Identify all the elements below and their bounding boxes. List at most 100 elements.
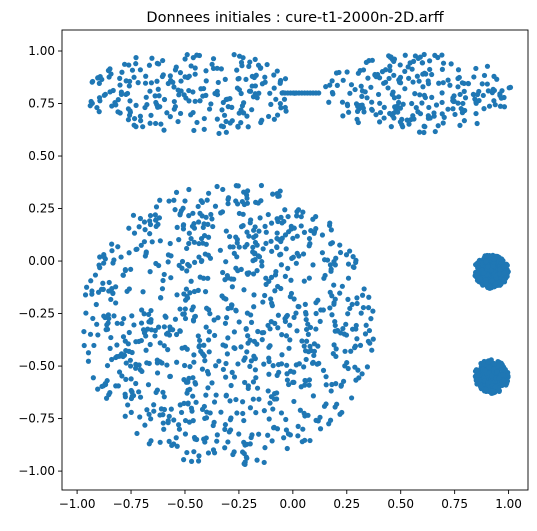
data-point-224 xyxy=(148,80,155,86)
data-point-310 xyxy=(396,94,402,100)
data-point-1151 xyxy=(114,342,120,348)
data-point-250 xyxy=(439,52,445,58)
data-point-225 xyxy=(278,105,284,111)
data-point-1308 xyxy=(249,432,255,438)
x-tick-label-4: 0.00 xyxy=(279,497,306,511)
data-point-999 xyxy=(230,244,236,250)
data-point-1162 xyxy=(192,259,198,265)
data-point-1312 xyxy=(313,417,319,423)
data-point-1949 xyxy=(477,383,484,389)
data-point-1005 xyxy=(205,337,212,343)
data-point-1331 xyxy=(196,342,203,349)
data-point-379 xyxy=(473,65,479,72)
data-point-1229 xyxy=(201,436,207,442)
data-point-1193 xyxy=(300,209,306,215)
data-point-608 xyxy=(369,347,375,353)
data-point-212 xyxy=(265,113,272,120)
data-point-411 xyxy=(484,81,490,87)
data-point-271 xyxy=(344,69,350,75)
data-point-117 xyxy=(164,110,170,116)
data-point-1011 xyxy=(133,380,139,387)
data-point-437 xyxy=(507,84,514,91)
data-point-774 xyxy=(223,228,229,234)
y-axis: 1.00 0.75 0.50 0.25 0.00 −0.25 −0.50 −0.75 −1.00 xyxy=(18,44,62,478)
data-point-251 xyxy=(365,75,371,81)
data-point-133 xyxy=(167,73,173,79)
data-point-377 xyxy=(364,95,370,101)
data-point-150 xyxy=(186,98,192,104)
data-point-1138 xyxy=(139,307,145,313)
data-point-419 xyxy=(397,105,404,111)
data-point-886 xyxy=(290,235,296,241)
data-point-1372 xyxy=(305,321,311,327)
data-point-124 xyxy=(143,73,149,79)
data-point-1205 xyxy=(300,426,306,432)
data-point-1323 xyxy=(206,349,212,355)
data-point-519 xyxy=(282,273,288,279)
data-point-164 xyxy=(178,78,184,84)
data-point-865 xyxy=(333,255,339,261)
data-point-407 xyxy=(377,100,383,106)
data-point-1371 xyxy=(126,250,132,256)
data-point-174 xyxy=(127,108,133,114)
data-point-1264 xyxy=(106,392,112,398)
data-point-284 xyxy=(494,76,500,82)
data-point-1075 xyxy=(202,289,209,295)
data-point-186 xyxy=(107,89,113,95)
data-point-474 xyxy=(263,240,269,247)
data-point-864 xyxy=(240,223,246,229)
data-point-1277 xyxy=(221,295,227,301)
data-point-1067 xyxy=(295,303,301,310)
data-point-478 xyxy=(340,325,346,332)
data-point-279 xyxy=(481,72,488,79)
data-point-111 xyxy=(218,66,224,72)
data-point-1199 xyxy=(306,275,312,281)
data-point-867 xyxy=(245,188,251,194)
data-point-1094 xyxy=(128,266,134,272)
data-point-1191 xyxy=(278,214,284,220)
data-point-157 xyxy=(216,130,222,137)
data-point-45 xyxy=(133,55,139,61)
data-point-942 xyxy=(93,301,99,308)
data-point-583 xyxy=(262,292,268,299)
data-point-1327 xyxy=(81,342,87,349)
data-point-1048 xyxy=(278,262,285,268)
data-point-1221 xyxy=(133,365,139,371)
data-point-336 xyxy=(485,88,491,94)
data-point-990 xyxy=(222,320,229,326)
data-point-1008 xyxy=(285,431,292,437)
data-point-534 xyxy=(345,311,351,317)
data-point-584 xyxy=(261,408,267,414)
data-point-838 xyxy=(181,457,187,463)
data-point-27 xyxy=(281,96,288,102)
data-point-1134 xyxy=(254,457,260,463)
data-point-1176 xyxy=(352,343,359,349)
data-point-316 xyxy=(457,122,463,128)
data-point-1080 xyxy=(111,257,117,263)
data-point-911 xyxy=(332,322,338,329)
data-point-855 xyxy=(240,211,246,217)
data-point-1051 xyxy=(322,272,328,279)
data-point-688 xyxy=(299,338,305,344)
data-point-959 xyxy=(154,370,161,376)
data-point-598 xyxy=(138,320,145,326)
data-point-692 xyxy=(302,437,308,443)
data-point-926 xyxy=(179,258,186,265)
data-point-837 xyxy=(266,358,272,365)
data-point-851 xyxy=(188,458,195,464)
y-tick-label-2: 0.50 xyxy=(28,149,55,163)
data-point-1218 xyxy=(159,360,165,366)
data-point-1278 xyxy=(199,406,206,412)
data-point-188 xyxy=(113,102,119,108)
data-point-1211 xyxy=(236,244,242,250)
data-point-237 xyxy=(386,75,392,82)
data-point-30 xyxy=(154,78,160,84)
data-point-272 xyxy=(400,101,406,107)
x-tick-label-0: −1.00 xyxy=(59,497,96,511)
data-point-1196 xyxy=(149,239,155,245)
data-point-797 xyxy=(136,362,142,368)
data-point-1109 xyxy=(97,265,103,271)
data-point-901 xyxy=(227,233,233,240)
data-point-945 xyxy=(291,296,297,302)
data-point-80 xyxy=(96,95,103,101)
